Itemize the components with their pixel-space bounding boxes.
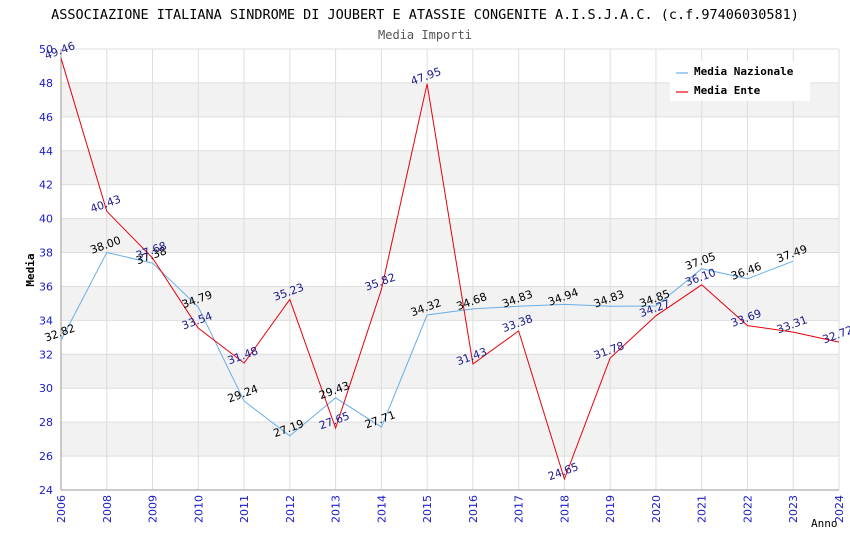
x-axis-title: Anno [811, 517, 838, 530]
x-tick-labels: 2006 2008 2009 2010 2011 2012 2013 2014 2015 2016… [55, 495, 846, 523]
y-tick-label: 42 [39, 179, 53, 192]
y-tick-label: 44 [39, 145, 53, 158]
y-tick-label: 34 [39, 314, 53, 327]
gridlines [60, 48, 840, 491]
y-tick-label: 46 [39, 111, 53, 124]
y-tick-label: 36 [39, 280, 53, 293]
series-line-media-ente [60, 58, 840, 481]
plot-band [61, 422, 839, 457]
legend-box [670, 61, 810, 101]
x-tick-label: 2022 [741, 495, 754, 523]
legend-label-media-ente: Media Ente [694, 84, 761, 97]
data-label: 24.65 [546, 460, 580, 483]
y-tick-label: 24 [39, 484, 53, 497]
plot-band [61, 150, 839, 185]
x-tick-label: 2023 [787, 495, 800, 523]
x-tick-label: 2024 [833, 495, 846, 523]
x-tick-label: 2010 [192, 495, 205, 523]
y-tick-labels: 24 26 28 30 32 34 36 38 40 42 44 46 48 50 [39, 43, 53, 497]
x-tick-label: 2021 [696, 495, 709, 523]
x-tick-label: 2006 [55, 495, 68, 523]
y-tick-label: 26 [39, 450, 53, 463]
data-label: 36.46 [729, 260, 763, 283]
legend-label-media-nazionale: Media Nazionale [694, 65, 794, 78]
x-tick-label: 2014 [375, 495, 388, 523]
plot-band [61, 354, 839, 389]
x-tick-label: 2020 [650, 495, 663, 523]
x-tick-label: 2015 [421, 495, 434, 523]
y-tick-label: 30 [39, 382, 53, 395]
y-tick-label: 40 [39, 213, 53, 226]
series-line-media-nazionale [60, 251, 794, 437]
x-tick-label: 2011 [238, 495, 251, 523]
x-tick-label: 2018 [558, 495, 571, 523]
y-tick-label: 50 [39, 43, 53, 56]
data-label: 40.43 [89, 193, 123, 216]
chart-subtitle: Media Importi [378, 28, 472, 42]
x-tick-label: 2013 [330, 495, 343, 523]
x-tick-label: 2009 [147, 495, 160, 523]
y-tick-label: 38 [39, 247, 53, 260]
series-lines [60, 58, 840, 481]
x-tick-label: 2017 [513, 495, 526, 523]
chart-title: ASSOCIAZIONE ITALIANA SINDROME DI JOUBER… [51, 7, 799, 23]
x-tick-label: 2016 [467, 495, 480, 523]
y-tick-label: 28 [39, 416, 53, 429]
x-tick-label: 2008 [101, 495, 114, 523]
y-axis-title: Media [24, 253, 37, 286]
y-tick-label: 32 [39, 348, 53, 361]
legend: Media Nazionale Media Ente [670, 61, 810, 101]
data-label: 32.72 [821, 323, 850, 346]
y-tick-label: 48 [39, 77, 53, 90]
x-tick-label: 2019 [604, 495, 617, 523]
x-tick-label: 2012 [284, 495, 297, 523]
plot-background-bands [61, 82, 839, 457]
